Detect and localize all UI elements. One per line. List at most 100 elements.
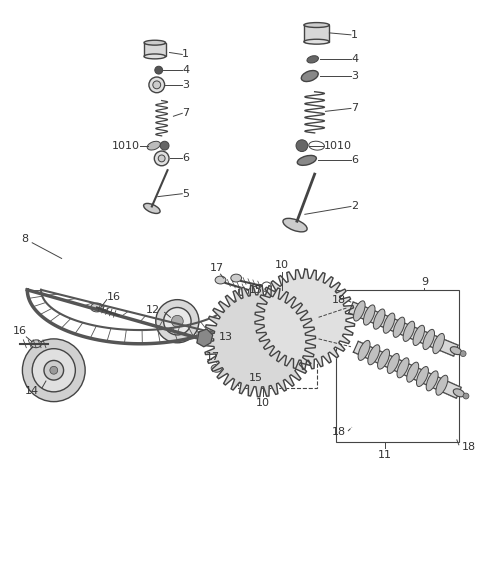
Ellipse shape xyxy=(363,305,375,325)
Ellipse shape xyxy=(242,351,257,364)
Polygon shape xyxy=(255,269,355,369)
Text: 15: 15 xyxy=(249,373,263,383)
Ellipse shape xyxy=(397,358,409,378)
Text: 9: 9 xyxy=(421,277,428,287)
Ellipse shape xyxy=(301,70,318,82)
Text: 3: 3 xyxy=(182,80,189,90)
Ellipse shape xyxy=(403,321,415,341)
Ellipse shape xyxy=(215,276,226,284)
Ellipse shape xyxy=(436,375,448,395)
Text: 4: 4 xyxy=(182,65,190,75)
Text: 7: 7 xyxy=(351,104,358,113)
Ellipse shape xyxy=(144,40,166,45)
Circle shape xyxy=(149,77,165,93)
Text: 18: 18 xyxy=(332,294,346,305)
Circle shape xyxy=(171,315,183,327)
Circle shape xyxy=(460,351,466,356)
Text: 18: 18 xyxy=(462,442,476,452)
Ellipse shape xyxy=(450,347,461,355)
Text: 17: 17 xyxy=(209,263,224,273)
Text: 10: 10 xyxy=(276,260,289,270)
Ellipse shape xyxy=(426,371,438,391)
Text: 6: 6 xyxy=(182,153,189,163)
Text: 5: 5 xyxy=(182,189,189,199)
Ellipse shape xyxy=(433,333,444,354)
Circle shape xyxy=(158,155,165,162)
FancyBboxPatch shape xyxy=(144,43,166,56)
Ellipse shape xyxy=(234,333,246,348)
Circle shape xyxy=(155,66,163,74)
Circle shape xyxy=(463,393,469,399)
Ellipse shape xyxy=(91,303,103,312)
Ellipse shape xyxy=(417,367,429,387)
Circle shape xyxy=(32,348,75,392)
Ellipse shape xyxy=(295,332,308,342)
Text: 1010: 1010 xyxy=(324,141,351,151)
Ellipse shape xyxy=(453,389,464,397)
Text: 8: 8 xyxy=(21,234,28,244)
Text: 1010: 1010 xyxy=(112,141,140,151)
Text: 12: 12 xyxy=(145,306,160,315)
Text: 2: 2 xyxy=(351,202,358,212)
Ellipse shape xyxy=(147,141,160,150)
Circle shape xyxy=(50,367,58,374)
Circle shape xyxy=(154,151,169,166)
Circle shape xyxy=(296,140,308,151)
Text: 10: 10 xyxy=(256,397,270,408)
Circle shape xyxy=(253,334,266,348)
Ellipse shape xyxy=(262,351,277,364)
Ellipse shape xyxy=(407,362,419,382)
Ellipse shape xyxy=(393,317,405,337)
Text: 16: 16 xyxy=(107,292,121,302)
Text: 6: 6 xyxy=(351,155,358,166)
Ellipse shape xyxy=(144,203,160,213)
Circle shape xyxy=(160,141,169,150)
Text: 1: 1 xyxy=(351,30,358,40)
Ellipse shape xyxy=(423,329,434,350)
Ellipse shape xyxy=(262,318,277,330)
Circle shape xyxy=(276,290,334,348)
Text: 13: 13 xyxy=(218,332,232,342)
Text: 3: 3 xyxy=(351,71,358,81)
Text: 7: 7 xyxy=(182,108,190,118)
Ellipse shape xyxy=(354,301,365,321)
Ellipse shape xyxy=(291,298,304,309)
Circle shape xyxy=(299,314,311,325)
Ellipse shape xyxy=(211,364,222,372)
Ellipse shape xyxy=(387,354,399,373)
Ellipse shape xyxy=(144,54,166,59)
Ellipse shape xyxy=(304,39,329,44)
Ellipse shape xyxy=(31,340,41,348)
Ellipse shape xyxy=(413,325,425,346)
Ellipse shape xyxy=(274,333,285,348)
Text: 11: 11 xyxy=(378,450,392,459)
Ellipse shape xyxy=(312,301,324,313)
Circle shape xyxy=(227,307,293,374)
Text: 17: 17 xyxy=(205,351,220,361)
Text: 4: 4 xyxy=(351,55,358,64)
FancyBboxPatch shape xyxy=(304,25,329,42)
Circle shape xyxy=(156,300,199,343)
Text: 1: 1 xyxy=(182,50,189,60)
Text: 16: 16 xyxy=(12,326,26,336)
Ellipse shape xyxy=(384,313,395,333)
Polygon shape xyxy=(204,285,315,397)
Ellipse shape xyxy=(378,349,389,369)
Ellipse shape xyxy=(373,309,385,329)
Ellipse shape xyxy=(283,218,307,232)
Ellipse shape xyxy=(358,341,370,360)
Ellipse shape xyxy=(315,321,326,334)
Circle shape xyxy=(44,360,63,380)
Ellipse shape xyxy=(307,56,318,63)
Polygon shape xyxy=(197,329,213,347)
Ellipse shape xyxy=(304,23,329,28)
Polygon shape xyxy=(353,341,461,398)
Ellipse shape xyxy=(231,274,241,282)
Text: 18: 18 xyxy=(332,427,346,437)
Text: 14: 14 xyxy=(24,386,38,396)
Ellipse shape xyxy=(282,315,292,328)
Polygon shape xyxy=(348,302,458,356)
Ellipse shape xyxy=(242,318,257,330)
Ellipse shape xyxy=(368,345,380,365)
Circle shape xyxy=(23,339,85,401)
